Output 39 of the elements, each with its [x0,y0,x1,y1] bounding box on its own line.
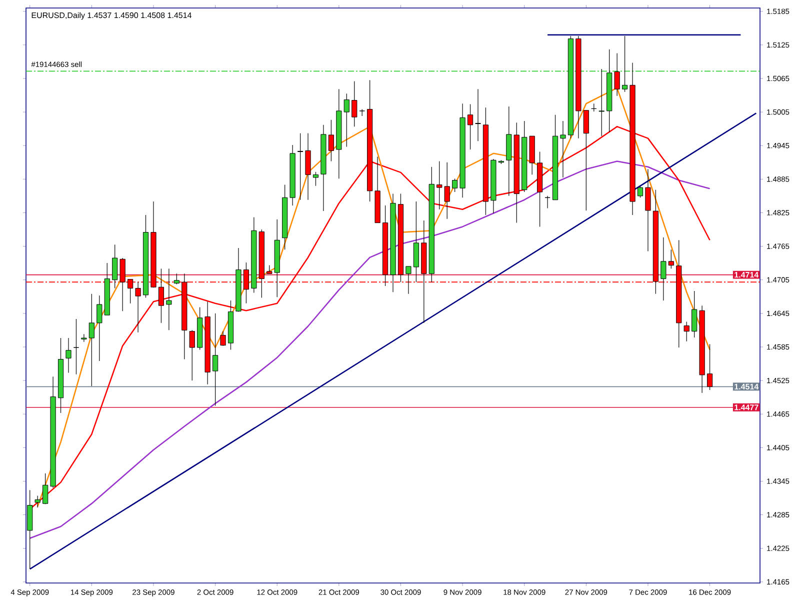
candlestick [352,80,358,127]
candlestick [436,160,442,210]
ref-line-label: 1.4477 [734,404,758,410]
candlestick [174,273,180,285]
candlestick [328,120,334,162]
candlestick [452,178,458,192]
candlestick [297,132,304,200]
candlestick [444,162,450,220]
candlestick [544,196,550,209]
candlestick [660,237,666,301]
ref-line-label: 1.4714 [734,272,759,278]
candlestick [112,244,118,289]
candlestick [312,172,319,186]
candlestick [81,334,87,342]
candlestick [637,186,644,198]
candlestick [344,93,350,148]
candlestick [668,249,674,269]
candlestick [645,168,651,252]
candlestick [560,120,566,178]
candlestick [73,318,80,375]
candlestick [34,495,40,508]
candlestick [614,53,620,96]
candlestick [692,290,698,338]
candlestick [406,266,412,294]
candlestick [684,321,690,342]
candlestick [212,313,218,406]
candlestick [220,330,226,346]
ref-line-label: 1.4514 [734,384,759,390]
candlestick [475,88,481,142]
candlestick [467,104,474,150]
candlestick [706,344,713,390]
candlestick [42,473,48,504]
candlestick [88,294,94,386]
chart-title: EURUSD,Daily 1.4537 1.4590 1.4508 1.4514 [32,12,192,20]
candlestick [96,295,102,362]
line-series [29,160,710,539]
candlestick [166,268,172,330]
candlestick [189,330,195,381]
candlestick [66,338,72,373]
